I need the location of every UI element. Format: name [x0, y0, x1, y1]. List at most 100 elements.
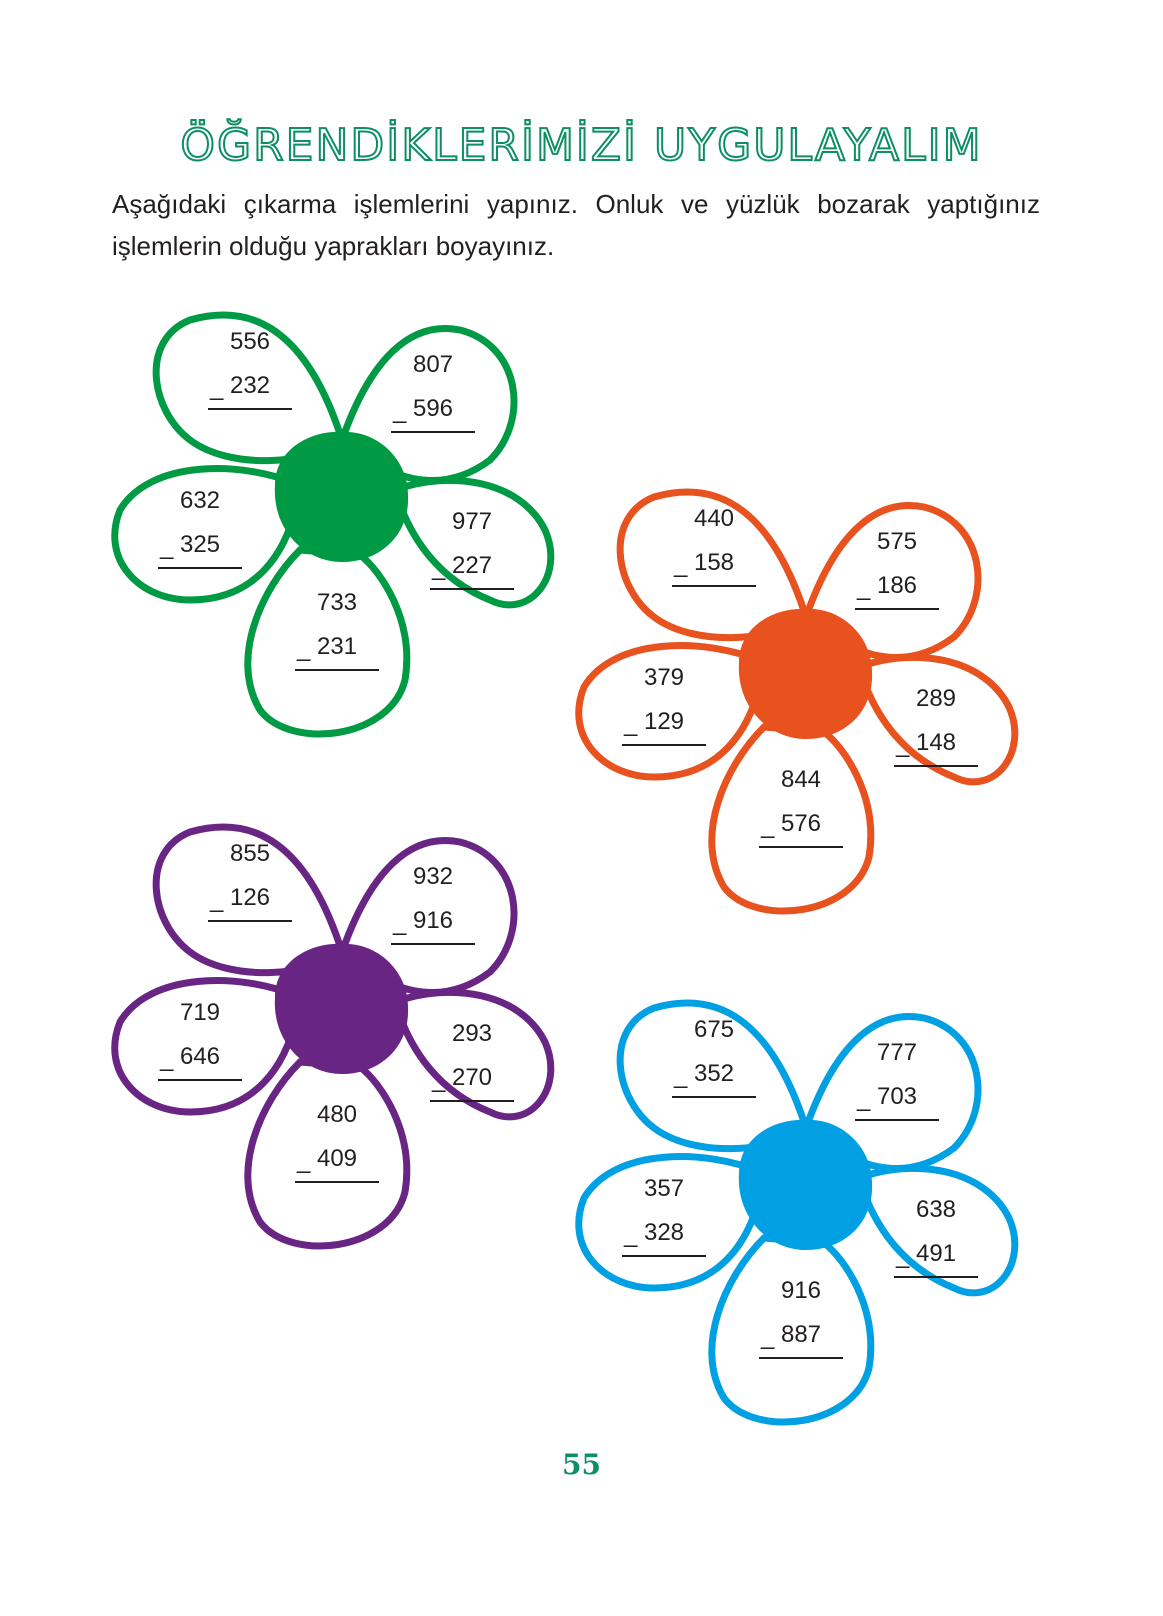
subtraction-problem-bottom: 916 _ 887	[751, 1277, 851, 1367]
minus-sign: _	[624, 1221, 638, 1248]
minuend: 916	[780, 1277, 822, 1304]
answer-line[interactable]	[208, 920, 292, 922]
minuend: 575	[876, 528, 918, 555]
petal-top-left[interactable]	[152, 311, 347, 465]
minuend: 733	[316, 589, 358, 616]
flower-drawing	[111, 823, 555, 1250]
subtrahend: 270	[451, 1064, 493, 1091]
answer-line[interactable]	[158, 1079, 242, 1081]
minuend: 289	[915, 685, 957, 712]
answer-line[interactable]	[430, 1100, 514, 1102]
petal-top-left[interactable]	[616, 488, 811, 642]
petal-bottom[interactable]	[244, 546, 411, 738]
answer-line[interactable]	[295, 1181, 379, 1183]
answer-line[interactable]	[672, 585, 756, 587]
minus-sign: _	[432, 1066, 446, 1093]
subtrahend: 887	[780, 1321, 822, 1348]
petal-bottom[interactable]	[244, 1058, 411, 1250]
subtraction-problem-right: 977 _ 227	[422, 508, 522, 598]
minuend: 632	[179, 487, 221, 514]
petal-bottom[interactable]	[708, 1234, 875, 1426]
answer-line[interactable]	[622, 744, 706, 746]
minus-sign: _	[160, 1045, 174, 1072]
subtraction-problem-bottom: 480 _ 409	[287, 1101, 387, 1191]
subtraction-problem-top-right: 575 _ 186	[847, 528, 947, 618]
minuend: 440	[693, 505, 735, 532]
minus-sign: _	[896, 1242, 910, 1269]
answer-line[interactable]	[391, 943, 475, 945]
minus-sign: _	[674, 1062, 688, 1089]
answer-line[interactable]	[759, 846, 843, 848]
answer-line[interactable]	[430, 588, 514, 590]
subtraction-problem-top-left: 675 _ 352	[664, 1016, 764, 1106]
subtraction-problem-top-left: 556 _ 232	[200, 328, 300, 418]
subtrahend: 491	[915, 1240, 957, 1267]
flower-blue: 675 _ 352 777 _ 703 357 _ 328 638 _ 491 916 _ 887	[574, 988, 1034, 1428]
petal-right[interactable]	[390, 988, 555, 1121]
minuend: 932	[412, 863, 454, 890]
subtrahend: 328	[643, 1219, 685, 1246]
minuend: 855	[229, 840, 271, 867]
answer-line[interactable]	[894, 1276, 978, 1278]
subtrahend: 352	[693, 1060, 735, 1087]
subtrahend: 703	[876, 1083, 918, 1110]
minus-sign: _	[857, 574, 871, 601]
answer-line[interactable]	[295, 669, 379, 671]
subtrahend: 916	[412, 907, 454, 934]
subtrahend: 232	[229, 372, 271, 399]
minus-sign: _	[761, 812, 775, 839]
petal-right[interactable]	[854, 1164, 1019, 1297]
answer-line[interactable]	[855, 608, 939, 610]
minus-sign: _	[674, 551, 688, 578]
subtraction-problem-left: 632 _ 325	[150, 487, 250, 577]
minuend: 807	[412, 351, 454, 378]
subtraction-problem-right: 293 _ 270	[422, 1020, 522, 1110]
minus-sign: _	[432, 554, 446, 581]
instructions-text: Aşağıdaki çıkarma işlemlerini yapınız. O…	[112, 189, 1040, 261]
subtraction-problem-top-left: 440 _ 158	[664, 505, 764, 595]
subtraction-problem-right: 289 _ 148	[886, 685, 986, 775]
petal-right[interactable]	[854, 653, 1019, 786]
answer-line[interactable]	[391, 431, 475, 433]
minus-sign: _	[896, 731, 910, 758]
minuend: 638	[915, 1196, 957, 1223]
subtraction-problem-left: 379 _ 129	[614, 664, 714, 754]
flower-drawing	[575, 999, 1019, 1426]
petal-top-left[interactable]	[616, 999, 811, 1153]
minuend: 556	[229, 328, 271, 355]
flower-center	[738, 608, 873, 739]
subtraction-problem-right: 638 _ 491	[886, 1196, 986, 1286]
page-title: ÖĞRENDİKLERİMİZİ UYGULAYALIM	[179, 119, 983, 172]
subtrahend: 596	[412, 395, 454, 422]
subtrahend: 158	[693, 549, 735, 576]
subtraction-problem-bottom: 733 _ 231	[287, 589, 387, 679]
minuend: 977	[451, 508, 493, 535]
answer-line[interactable]	[158, 567, 242, 569]
subtraction-problem-top-left: 855 _ 126	[200, 840, 300, 930]
petal-bottom[interactable]	[708, 723, 875, 915]
page-number: 55	[562, 1448, 601, 1481]
minus-sign: _	[297, 635, 311, 662]
answer-line[interactable]	[672, 1096, 756, 1098]
subtrahend: 227	[451, 552, 493, 579]
answer-line[interactable]	[759, 1357, 843, 1359]
flower-green: 556 _ 232 807 _ 596 632 _ 325 977 _ 227 733 _ 231	[110, 300, 570, 740]
subtraction-problem-top-right: 777 _ 703	[847, 1039, 947, 1129]
subtrahend: 129	[643, 708, 685, 735]
answer-line[interactable]	[622, 1255, 706, 1257]
minuend: 480	[316, 1101, 358, 1128]
flower-center	[274, 943, 409, 1074]
flower-drawing	[111, 311, 555, 738]
minuend: 675	[693, 1016, 735, 1043]
petal-top-left[interactable]	[152, 823, 347, 977]
minuend: 379	[643, 664, 685, 691]
minus-sign: _	[761, 1323, 775, 1350]
answer-line[interactable]	[894, 765, 978, 767]
petal-right[interactable]	[390, 476, 555, 609]
flower-orange: 440 _ 158 575 _ 186 379 _ 129 289 _ 148 844 _ 576	[574, 477, 1034, 917]
subtrahend: 148	[915, 729, 957, 756]
subtraction-problem-top-right: 807 _ 596	[383, 351, 483, 441]
answer-line[interactable]	[855, 1119, 939, 1121]
answer-line[interactable]	[208, 408, 292, 410]
subtrahend: 126	[229, 884, 271, 911]
